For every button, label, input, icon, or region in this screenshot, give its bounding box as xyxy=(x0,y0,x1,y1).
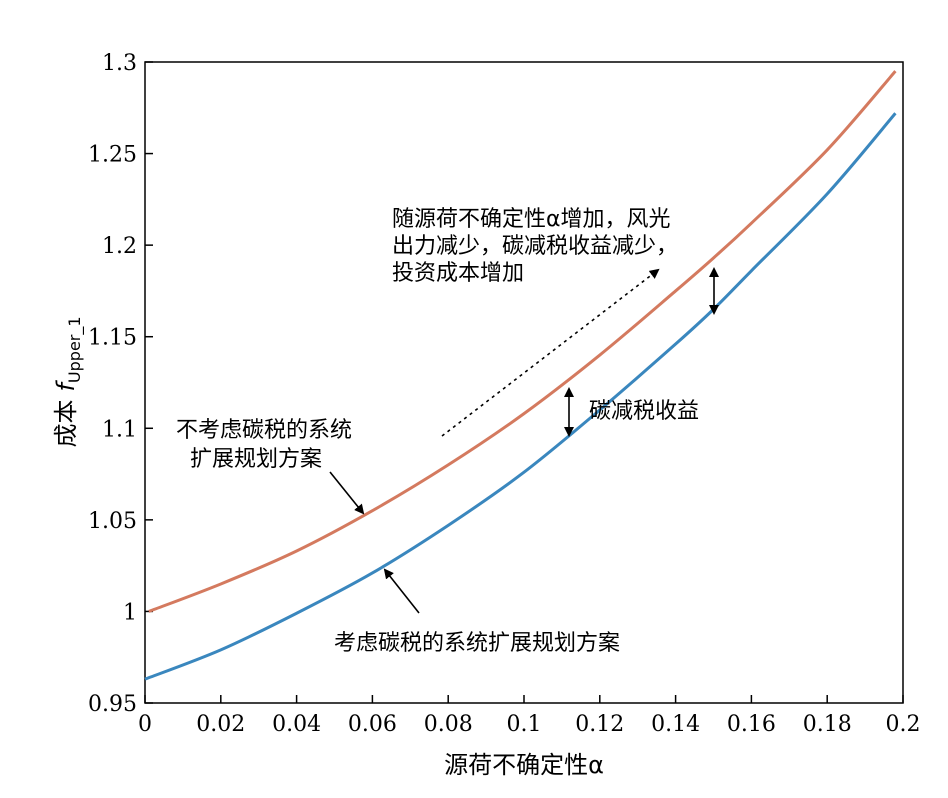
y-axis-ticks: 0.95 1 1.05 1.1 1.15 1.2 1.25 1.3 xyxy=(88,51,153,717)
x-tick-label: 0.12 xyxy=(575,712,624,737)
lower-series-pointer-arrow xyxy=(383,568,420,614)
y-axis-title-prefix: 成本 xyxy=(52,400,80,448)
upper-series-label-line1: 不考虑碳税的系统 xyxy=(176,418,352,443)
x-tick-label: 0 xyxy=(138,712,152,737)
x-tick-label: 0.02 xyxy=(196,712,245,737)
y-axis-title: 成本fUpper_1 xyxy=(52,316,85,447)
x-tick-label: 0.06 xyxy=(348,712,397,737)
series-layer xyxy=(144,70,897,681)
x-tick-label: 0.18 xyxy=(803,712,852,737)
lower-series-label: 考虑碳税的系统扩展规划方案 xyxy=(334,631,620,656)
x-tick-label: 0.04 xyxy=(272,712,321,737)
x-tick-label: 0.08 xyxy=(424,712,473,737)
upper-series-label-line2: 扩展规划方案 xyxy=(190,447,322,472)
trend-text-line2: 出力减少，碳减税收益减少， xyxy=(392,234,678,259)
x-tick-label: 0.14 xyxy=(651,712,700,737)
y-axis-title-subscript: Upper_1 xyxy=(65,316,85,383)
upper-series-pointer-arrow xyxy=(329,471,365,515)
series-line-without-carbon-tax xyxy=(148,70,897,613)
svg-text:成本fUpper_1: 成本fUpper_1 xyxy=(52,316,85,447)
x-tick-label: 0.1 xyxy=(507,712,542,737)
trend-text-line1: 随源荷不确定性α增加，风光 xyxy=(392,207,671,232)
gap-label: 碳减税收益 xyxy=(589,399,699,424)
x-axis-title: 源荷不确定性α xyxy=(444,751,604,779)
x-tick-label: 0.16 xyxy=(727,712,776,737)
x-tick-label: 0.2 xyxy=(886,712,921,737)
y-tick-label: 0.95 xyxy=(88,692,137,717)
y-tick-label: 1 xyxy=(123,600,137,625)
y-tick-label: 1.05 xyxy=(88,509,137,534)
series-line-with-carbon-tax xyxy=(144,112,897,681)
y-tick-label: 1.15 xyxy=(88,326,137,351)
trend-text-line3: 投资成本增加 xyxy=(392,261,524,286)
y-tick-label: 1.25 xyxy=(88,143,137,168)
y-tick-label: 1.3 xyxy=(102,51,137,76)
y-tick-label: 1.1 xyxy=(102,417,137,442)
y-tick-label: 1.2 xyxy=(102,234,137,259)
plot-frame xyxy=(144,61,904,704)
x-axis-ticks: 0 0.02 0.04 0.06 0.08 0.1 0.12 0.14 0.16 0.18 0.2 xyxy=(138,695,921,737)
